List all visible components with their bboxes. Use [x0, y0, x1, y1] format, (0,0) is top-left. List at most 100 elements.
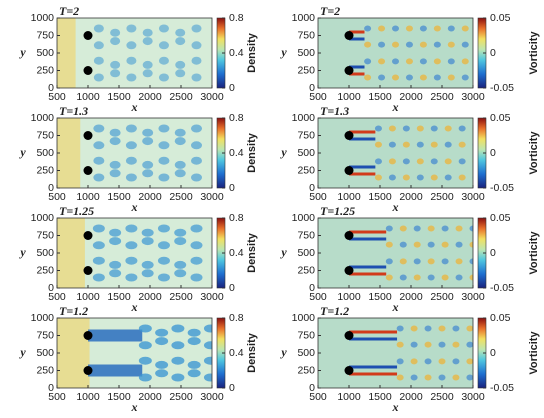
vortex-blob: [392, 58, 399, 65]
x-tick-label: 2000: [399, 91, 423, 103]
y-axis-label: y: [279, 245, 287, 259]
x-tick-label: 500: [48, 291, 66, 303]
x-tick-label: 2000: [399, 391, 423, 403]
vortex-blob: [364, 25, 372, 32]
vortex-blob: [427, 274, 435, 281]
panel-title: T=1.25: [320, 204, 355, 218]
vortex-blob: [466, 341, 473, 348]
x-tick-label: 2500: [169, 91, 193, 103]
vortex-blob: [142, 137, 154, 146]
vortex-blob: [125, 224, 138, 233]
inlet-region: [57, 318, 90, 388]
y-tick-label: 250: [297, 164, 315, 176]
vortex-blob: [138, 324, 152, 333]
vortex-blob: [93, 124, 105, 133]
vortex-blob: [92, 241, 105, 250]
vortex-blob: [142, 60, 153, 69]
vortex-blob: [410, 358, 418, 365]
y-tick-label: 500: [297, 47, 315, 59]
y-tick-label: 250: [297, 64, 315, 76]
vortex-blob: [441, 258, 449, 265]
y-tick-label: 1000: [31, 212, 55, 224]
vortex-blob: [447, 25, 455, 32]
vortex-blob: [364, 74, 372, 81]
colorbar-tick-label: 0.8: [229, 312, 244, 324]
vortex-blob: [93, 141, 105, 150]
vortex-blob: [433, 74, 441, 81]
colorbar-tick-label: 0: [490, 347, 496, 359]
x-tick-label: 2500: [430, 91, 454, 103]
y-tick-label: 750: [297, 329, 315, 341]
shear-layer-top: [349, 165, 376, 169]
x-tick-label: 1000: [337, 91, 361, 103]
vortex-blob: [388, 174, 396, 181]
shear-layer-bottom: [349, 172, 376, 176]
x-axis-label: x: [131, 300, 138, 314]
x-tick-label: 3000: [200, 91, 224, 103]
x-axis-label: x: [392, 300, 399, 314]
vortex-blob: [447, 58, 455, 65]
vortex-blob: [158, 24, 169, 33]
y-tick-label: 1000: [292, 312, 316, 324]
cylinder: [344, 366, 354, 375]
vortex-blob: [444, 174, 452, 181]
vortex-blob: [174, 237, 187, 246]
vortex-blob: [110, 37, 121, 46]
y-tick-label: 1000: [292, 212, 316, 224]
panel-title: T=2: [59, 4, 79, 18]
x-tick-label: 3000: [200, 191, 224, 203]
y-tick-label: 500: [36, 147, 54, 159]
colorbar-tick-label: 0.4: [229, 47, 244, 59]
cylinder: [344, 31, 354, 40]
vortex-blob: [399, 225, 407, 232]
x-tick-label: 500: [309, 291, 327, 303]
vortex-blob: [158, 124, 170, 133]
vortex-blob: [455, 274, 463, 281]
vortex-blob: [92, 256, 105, 265]
vortex-blob: [392, 25, 399, 32]
colorbar-label: Vorticity: [528, 231, 540, 275]
y-axis-label: y: [18, 345, 26, 359]
x-tick-label: 2500: [169, 391, 193, 403]
colorbar-tick-label: 0.4: [229, 247, 244, 259]
vortex-blob: [433, 25, 441, 32]
vortex-blob: [396, 358, 404, 365]
x-tick-label: 2500: [169, 191, 193, 203]
y-axis-label: y: [18, 245, 26, 259]
vortex-blob: [438, 341, 446, 348]
y-tick-label: 0: [48, 182, 54, 194]
x-tick-label: 2000: [399, 191, 423, 203]
vortex-blob: [438, 325, 446, 332]
vortex-blob: [174, 128, 186, 137]
vortex-blob: [109, 160, 121, 169]
vortex-blob: [419, 41, 427, 48]
vortex-blob: [447, 74, 455, 81]
y-tick-label: 250: [36, 164, 54, 176]
y-axis-label: y: [18, 45, 26, 59]
x-tick-label: 2000: [138, 291, 162, 303]
vortex-blob: [466, 325, 473, 332]
vortex-blob: [158, 173, 170, 182]
x-axis-label: x: [131, 200, 138, 214]
x-tick-label: 1500: [107, 391, 131, 403]
vortex-blob: [458, 158, 466, 165]
vortex-blob: [385, 241, 393, 248]
vortex-blob: [410, 325, 418, 332]
vortex-blob: [191, 24, 202, 33]
vortex-blob: [378, 74, 386, 81]
vortex-blob: [388, 158, 396, 165]
vortex-blob: [158, 73, 169, 82]
panel-title: T=1.3: [59, 104, 88, 118]
colorbar-tick-label: 0: [229, 182, 235, 194]
shear-layer-top: [349, 365, 398, 369]
x-tick-label: 500: [309, 191, 327, 203]
cylinder: [344, 66, 354, 75]
vortex-blob: [469, 258, 473, 265]
vortex-blob: [427, 241, 435, 248]
inlet-region: [57, 18, 76, 88]
vortex-blob: [405, 41, 413, 48]
vortex-blob: [93, 173, 105, 182]
vortex-blob: [171, 324, 185, 333]
y-tick-label: 750: [36, 29, 54, 41]
vortex-blob: [157, 224, 170, 233]
